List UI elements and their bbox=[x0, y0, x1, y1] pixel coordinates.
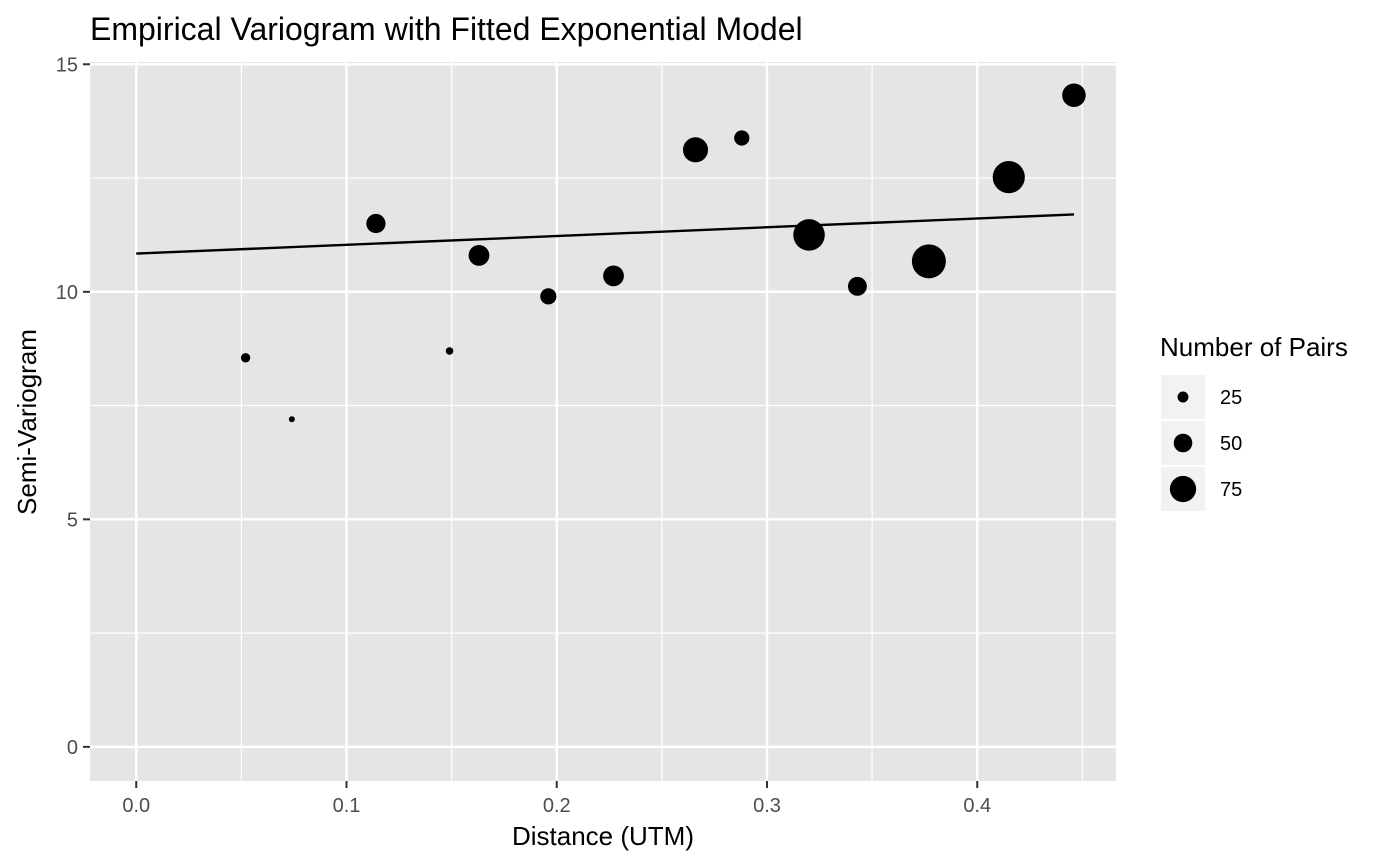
fitted-exponential-line bbox=[136, 213, 1075, 255]
data-point bbox=[1062, 83, 1086, 107]
data-point bbox=[240, 353, 251, 363]
x-tick-label: 0.2 bbox=[543, 795, 571, 817]
legend-keys: 25 50 75 bbox=[1161, 375, 1242, 511]
legend-key-label: 75 bbox=[1220, 479, 1242, 501]
x-axis-title: Distance (UTM) bbox=[512, 821, 694, 851]
axis-tick-labels: 0.0 0.1 0.2 0.3 0.4 0 5 10 15 bbox=[56, 54, 991, 817]
plot-panel bbox=[90, 62, 1116, 781]
data-point bbox=[911, 244, 946, 279]
x-tick-label: 0.0 bbox=[122, 795, 150, 817]
data-point bbox=[468, 245, 490, 266]
minor-gridlines bbox=[90, 62, 1116, 781]
data-point bbox=[445, 347, 454, 355]
chart-title: Empirical Variogram with Fitted Exponent… bbox=[90, 11, 803, 47]
data-point bbox=[734, 130, 750, 146]
data-points bbox=[240, 83, 1086, 423]
data-point bbox=[682, 137, 709, 163]
x-tick-label: 0.4 bbox=[963, 795, 991, 817]
fitted-model-layer bbox=[136, 213, 1075, 255]
y-tick-label: 0 bbox=[67, 737, 78, 759]
data-point bbox=[603, 265, 624, 287]
x-tick-label: 0.3 bbox=[753, 795, 781, 817]
y-axis-title: Semi-Variogram bbox=[12, 329, 42, 515]
data-point bbox=[992, 161, 1025, 194]
data-point bbox=[288, 416, 295, 423]
x-tick-label: 0.1 bbox=[333, 795, 361, 817]
y-tick-label: 5 bbox=[67, 509, 78, 531]
data-point bbox=[540, 288, 557, 305]
y-tick-label: 10 bbox=[56, 282, 78, 304]
size-legend: Number of Pairs 25 50 75 bbox=[1160, 332, 1348, 511]
major-gridlines bbox=[90, 62, 1116, 781]
legend-key-point bbox=[1173, 433, 1193, 453]
legend-key-label: 50 bbox=[1220, 433, 1242, 455]
data-point bbox=[366, 213, 386, 234]
axis-ticks bbox=[83, 63, 979, 788]
data-point bbox=[847, 276, 867, 296]
legend-key-point bbox=[1177, 391, 1189, 403]
legend-title: Number of Pairs bbox=[1160, 332, 1348, 362]
legend-key-label: 25 bbox=[1220, 387, 1242, 409]
data-point bbox=[793, 219, 825, 251]
y-tick-label: 15 bbox=[56, 54, 78, 76]
legend-key-point bbox=[1169, 475, 1197, 503]
